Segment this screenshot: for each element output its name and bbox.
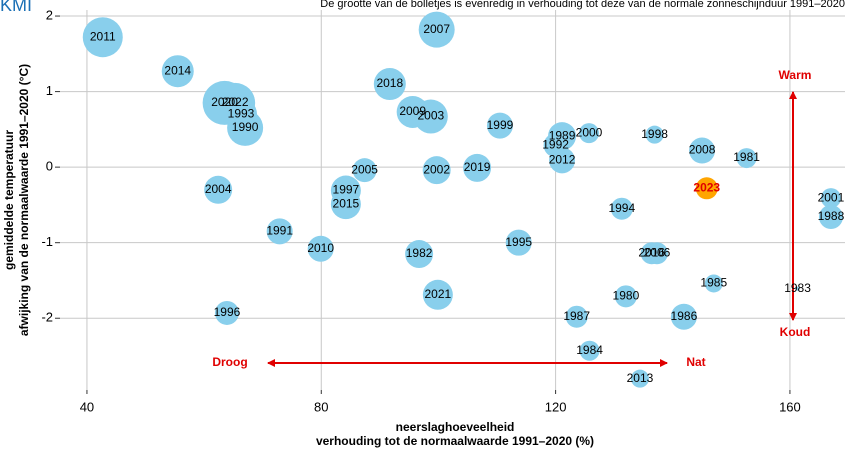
point-label: 2006	[644, 245, 671, 259]
y-tick-label: -2	[41, 310, 53, 325]
bubble	[670, 303, 697, 330]
x-tick-label: 40	[80, 399, 94, 414]
y-tick-label: 0	[46, 159, 53, 174]
point-label: 1989	[549, 128, 576, 142]
point-label: 2007	[423, 22, 450, 36]
bubble	[645, 242, 668, 265]
bubble	[227, 109, 264, 146]
bubble	[352, 158, 377, 183]
point-label: 1985	[700, 276, 727, 290]
point-label: 2010	[307, 241, 334, 255]
bubble	[549, 147, 576, 174]
point-label: 1997	[333, 183, 360, 197]
point-label: 2016	[638, 245, 665, 259]
point-label: 1986	[671, 309, 698, 323]
bubble	[486, 112, 513, 139]
point-label: 2001	[818, 190, 845, 204]
point-label: 2004	[205, 182, 232, 196]
point-label: 1984	[576, 343, 603, 357]
bubble	[610, 197, 633, 220]
annotation: Koud	[780, 325, 811, 339]
y-tick-label: -1	[41, 234, 53, 249]
bubble	[307, 235, 334, 262]
bubble	[266, 218, 293, 245]
point-label: 1998	[641, 127, 668, 141]
point-label: 1987	[563, 309, 590, 323]
y-tick-label: 2	[46, 7, 53, 22]
point-label: 1995	[505, 235, 532, 249]
point-label: 1992	[542, 137, 569, 151]
x-tick-label: 160	[779, 399, 801, 414]
bubble	[214, 300, 239, 325]
x-tick-label: 80	[314, 399, 328, 414]
point-label: 1996	[214, 305, 241, 319]
point-label: 2009	[399, 104, 426, 118]
bubble	[695, 177, 718, 200]
bubble	[422, 279, 453, 310]
bubble	[418, 11, 455, 48]
point-label: 2011	[90, 29, 116, 43]
point-label: 1981	[733, 150, 760, 164]
bubble	[505, 229, 532, 256]
bubble	[736, 148, 757, 169]
point-label: 2008	[689, 143, 716, 157]
bubble	[820, 188, 841, 209]
logo: KMI	[0, 0, 32, 15]
bubble	[818, 204, 843, 229]
bubble	[413, 99, 448, 134]
x-axis-title: verhouding tot de normaalwaarde 1991–202…	[316, 434, 594, 448]
point-label: 1991	[266, 224, 293, 238]
x-tick-label: 120	[545, 399, 567, 414]
point-label: 2022	[222, 95, 249, 109]
point-label: 1983	[784, 281, 811, 295]
bubble	[578, 123, 599, 144]
point-label: 1988	[818, 209, 845, 223]
bubble	[204, 175, 233, 204]
bubble	[614, 285, 637, 308]
point-label: 2005	[351, 162, 378, 176]
point-label: 2020	[211, 95, 238, 109]
bubble	[373, 68, 406, 101]
bubble	[630, 369, 649, 388]
bubble	[704, 274, 723, 293]
bubble	[82, 17, 123, 58]
y-axis-title: gemiddelde temperatuur	[2, 130, 16, 270]
point-label: 2019	[464, 160, 491, 174]
bubble	[422, 156, 451, 185]
point-label: 2023	[693, 180, 720, 194]
point-label: 1980	[613, 288, 640, 302]
point-label: 1993	[228, 106, 255, 120]
point-label: 1982	[406, 246, 433, 260]
bubble	[795, 286, 800, 291]
point-label: 2002	[423, 162, 450, 176]
bubble	[565, 305, 588, 328]
point-label: 2018	[376, 76, 403, 90]
point-label: 2000	[576, 125, 603, 139]
point-label: 2012	[549, 153, 576, 167]
point-label: 2015	[333, 196, 360, 210]
bubble	[161, 55, 194, 88]
bubble	[645, 125, 664, 144]
point-label: 1990	[232, 120, 259, 134]
bubble	[463, 153, 492, 182]
annotation: Warm	[779, 68, 812, 82]
point-label: 2021	[425, 287, 452, 301]
annotation: Droog	[212, 355, 247, 369]
point-label: 1994	[608, 201, 635, 215]
bubble	[689, 137, 716, 164]
bubble	[330, 189, 361, 220]
x-axis-title: neerslaghoeveelheid	[396, 420, 515, 434]
y-tick-label: 1	[46, 83, 53, 98]
point-label: 2013	[627, 371, 654, 385]
annotation: Nat	[686, 355, 705, 369]
y-axis-title: afwijking van de normaalwaarde 1991–2020…	[17, 64, 31, 336]
point-label: 2014	[164, 63, 191, 77]
point-label: 2003	[417, 109, 444, 123]
bubble	[405, 240, 434, 269]
point-label: 1999	[487, 118, 514, 132]
bubble	[579, 340, 600, 361]
subtitle: De grootte van de bolletjes is evenredig…	[320, 0, 845, 10]
